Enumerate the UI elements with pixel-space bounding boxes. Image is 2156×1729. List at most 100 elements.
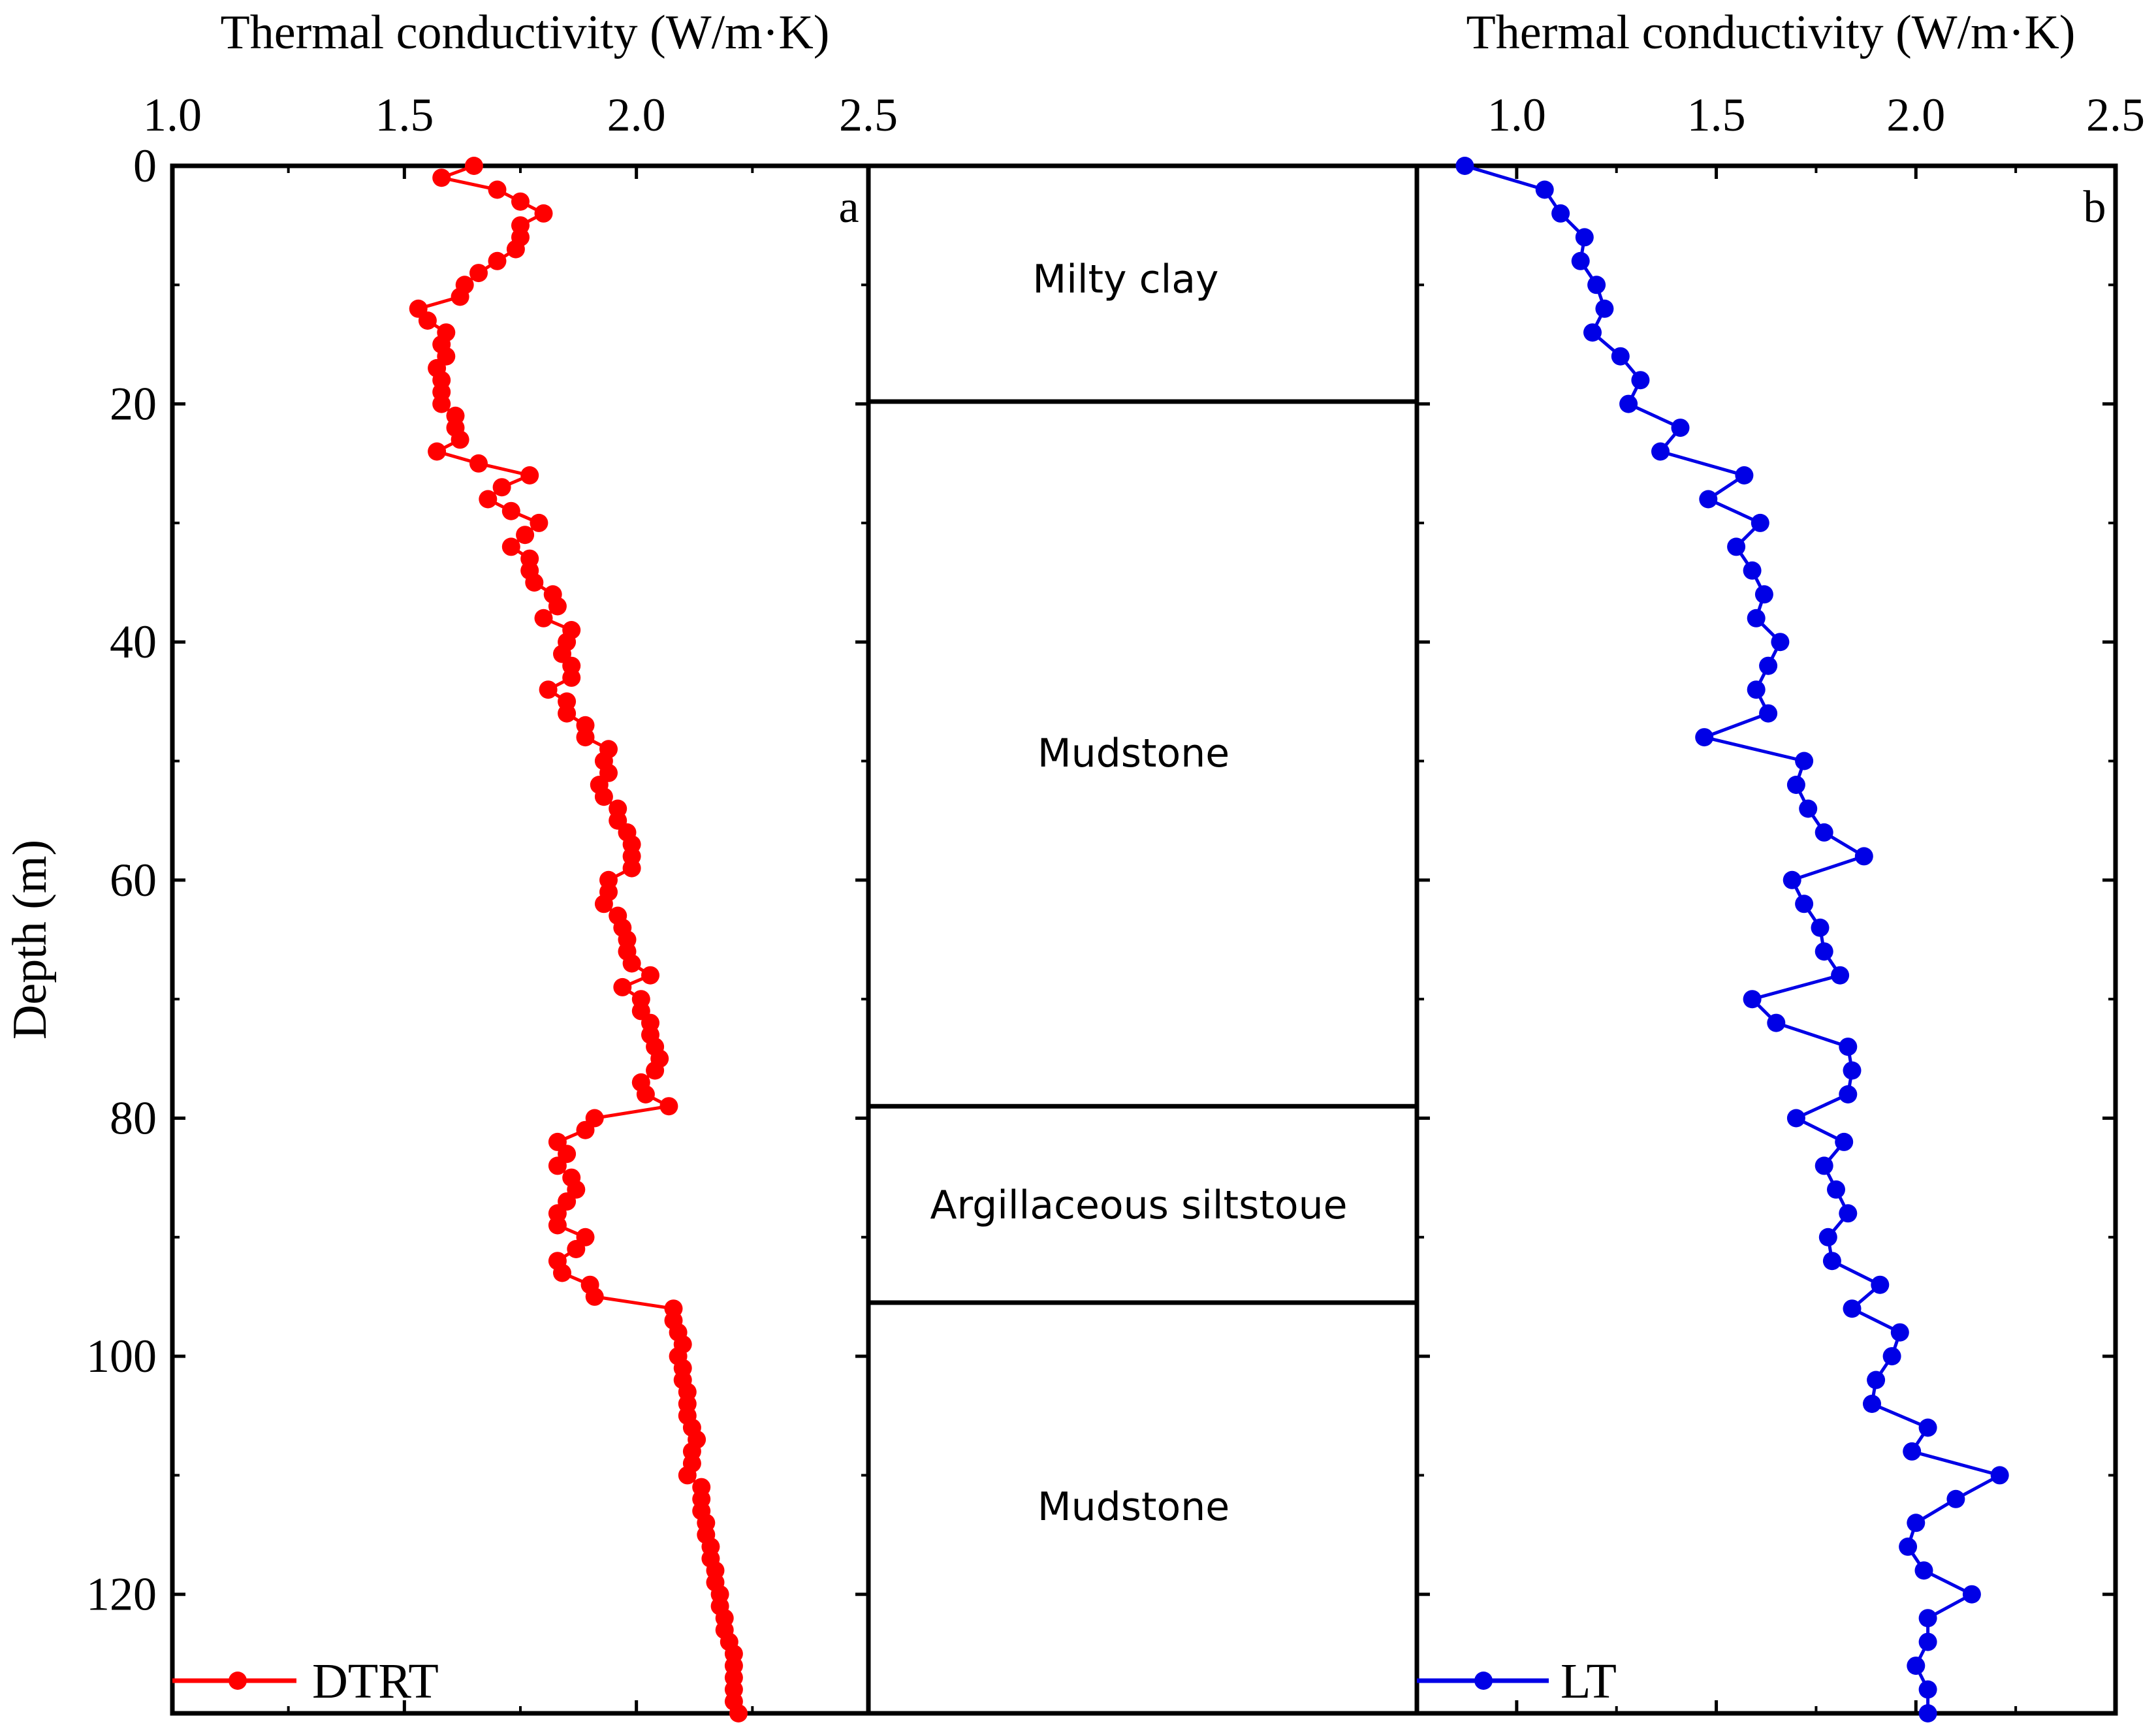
y-axis-title: Depth (m)	[3, 840, 57, 1039]
dtrt-point	[534, 609, 553, 627]
lt-point	[1747, 680, 1766, 699]
lt-point	[1771, 633, 1790, 652]
lt-point	[1595, 299, 1614, 318]
y-tick-label: 120	[86, 1568, 157, 1621]
lt-point	[1815, 942, 1833, 961]
lt-point	[1831, 966, 1850, 985]
panel-b: Thermal conductivity (W/m·K) b 1.0 1.5 2.0…	[1414, 6, 2145, 1722]
lt-point	[1835, 1132, 1854, 1151]
panel-b-ticks: 1.0 1.5 2.0 2.5	[1416, 89, 2145, 1715]
lt-point	[1899, 1537, 1918, 1556]
lt-point	[1786, 1109, 1805, 1128]
dtrt-point	[525, 573, 544, 592]
lt-point	[1735, 466, 1754, 484]
lt-point	[1822, 1252, 1841, 1271]
lt-point	[1815, 1156, 1833, 1175]
panel-a-xtick-label: 1.0	[143, 89, 202, 141]
dtrt-point	[534, 204, 553, 223]
lt-point	[1918, 1609, 1937, 1628]
lt-point	[1918, 1418, 1937, 1437]
lt-point	[1743, 561, 1762, 580]
lt-point	[1827, 1180, 1845, 1199]
lt-point	[1811, 918, 1830, 937]
dtrt-point	[428, 442, 447, 461]
y-tick-label: 20	[110, 378, 157, 430]
dtrt-point	[594, 787, 613, 806]
dtrt-point	[594, 895, 613, 913]
lt-point	[1619, 394, 1638, 413]
strata-column: Milty clay Mudstone Argillaceous siltsto…	[866, 163, 1419, 1716]
dtrt-point	[492, 478, 511, 497]
strata-boundaries	[868, 399, 1417, 1305]
lt-point	[1867, 1371, 1886, 1389]
dtrt-point	[469, 454, 488, 473]
panel-a-x-axis-title: Thermal conductivity (W/m·K)	[221, 6, 830, 59]
panel-b-xtick-label: 2.5	[2086, 89, 2145, 141]
strata-label-argillaceous-siltstoue: Argillaceous siltstoue	[930, 1182, 1347, 1228]
panel-a-letter: a	[838, 182, 859, 232]
dtrt-point	[451, 430, 469, 449]
lt-point	[1651, 442, 1670, 461]
dtrt-point	[520, 466, 539, 484]
lt-point	[1946, 1489, 1965, 1508]
dtrt-point	[501, 537, 520, 556]
legend-lt-label: LT	[1561, 1654, 1617, 1709]
lt-point	[1839, 1085, 1858, 1103]
dtrt-point	[469, 264, 488, 283]
y-tick-label: 0	[133, 140, 157, 192]
lt-point	[1907, 1514, 1926, 1532]
panel-b-frame	[1414, 163, 2118, 1716]
dtrt-point	[576, 1120, 595, 1139]
lt-point	[1759, 704, 1778, 723]
lt-point	[1747, 609, 1766, 627]
dtrt-point	[530, 513, 548, 532]
panel-a-xtick-label: 2.0	[607, 89, 666, 141]
lt-point	[1815, 823, 1833, 842]
panel-b-x-axis-title: Thermal conductivity (W/m·K)	[1466, 6, 2076, 59]
dtrt-point	[678, 1466, 697, 1485]
strata-label-mudstone-lower: Mudstone	[1038, 1484, 1229, 1530]
lt-point	[1751, 513, 1769, 532]
dtrt-point	[641, 966, 659, 985]
lt-point	[1918, 1632, 1937, 1651]
lt-point	[1671, 419, 1690, 437]
lt-point	[1727, 537, 1746, 556]
lt-point	[1843, 1299, 1862, 1318]
lt-point	[1871, 1275, 1890, 1294]
lt-point	[1918, 1680, 1937, 1699]
lt-point	[1587, 276, 1606, 294]
dtrt-point	[558, 704, 577, 723]
dtrt-point	[516, 526, 535, 545]
lt-point	[1818, 1228, 1837, 1246]
dtrt-point	[636, 1085, 655, 1103]
dtrt-point	[622, 859, 641, 878]
dtrt-point	[567, 1240, 586, 1258]
dtrt-point	[548, 1216, 567, 1235]
lt-point	[1903, 1442, 1922, 1461]
lt-point	[1551, 204, 1570, 223]
legend-dtrt-label: DTRT	[312, 1654, 439, 1709]
dtrt-point	[501, 501, 520, 520]
dtrt-point	[548, 1156, 567, 1175]
lt-point	[1743, 990, 1762, 1009]
dtrt-point	[553, 1263, 571, 1282]
lt-point	[1990, 1466, 2009, 1485]
dtrt-point	[451, 287, 469, 306]
lt-point	[1583, 323, 1602, 342]
y-tick-label: 80	[110, 1092, 157, 1144]
lt-point	[1799, 799, 1818, 818]
lt-point	[1699, 490, 1718, 509]
lt-point	[1795, 895, 1814, 913]
dtrt-point	[506, 240, 525, 259]
lt-point	[1863, 1395, 1881, 1413]
lt-point	[1767, 1013, 1786, 1032]
dtrt-point	[729, 1704, 748, 1722]
panel-b-letter: b	[2084, 182, 2106, 232]
dtrt-point	[562, 668, 581, 687]
lt-series	[1455, 157, 2009, 1722]
panel-b-xtick-label: 1.5	[1687, 89, 1746, 141]
dtrt-point	[576, 728, 595, 747]
lt-point	[1843, 1061, 1862, 1080]
lt-point	[1571, 251, 1590, 270]
